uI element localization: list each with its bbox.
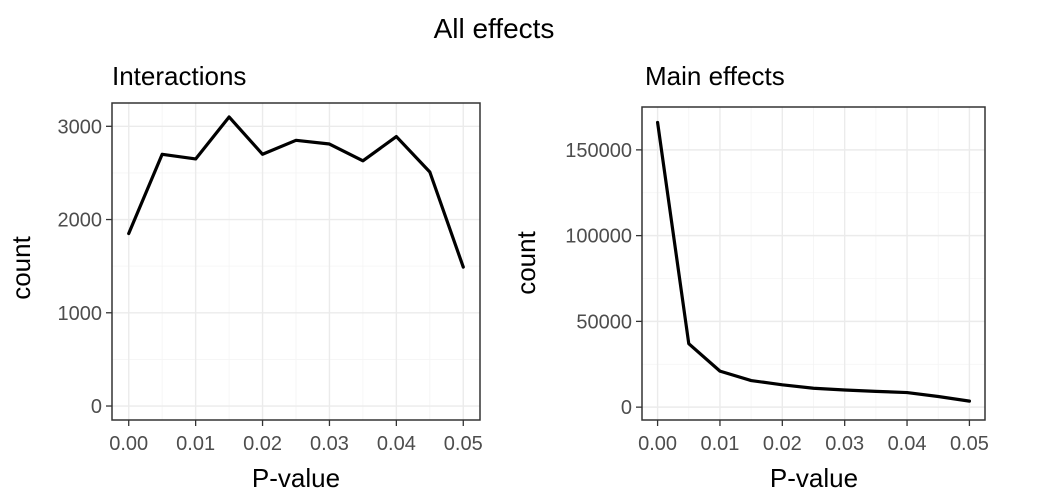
main-effects-x-tick-label: 0.02	[763, 433, 802, 455]
main-effects-y-tick-label: 150000	[565, 140, 632, 162]
main-effects-grid	[642, 107, 985, 420]
figure-title: All effects	[434, 13, 555, 44]
main-effects-panel: Main effects count P-value 0.00 0.01 0.02 0…	[511, 61, 989, 493]
main-effects-x-tick-label: 0.01	[700, 433, 739, 455]
main-effects-panel-title: Main effects	[645, 61, 785, 91]
interactions-x-tick-label: 0.02	[243, 433, 282, 455]
main-effects-panel-border	[641, 106, 986, 421]
interactions-y-tick-label: 3000	[58, 116, 103, 138]
interactions-panel-border	[111, 102, 481, 421]
main-effects-series-line	[655, 120, 972, 403]
main-effects-y-tick-label: 100000	[565, 226, 632, 248]
main-effects-x-tick-label: 0.00	[638, 433, 677, 455]
interactions-y-tick-label: 2000	[58, 210, 103, 232]
main-effects-x-tick-label: 0.05	[950, 433, 989, 455]
interactions-x-tick-label: 0.05	[444, 433, 483, 455]
main-effects-y-axis-title: count	[511, 230, 541, 294]
main-effects-y-tick-label: 0	[621, 397, 632, 419]
main-effects-x-tick-label: 0.04	[888, 433, 927, 455]
interactions-x-tick-label: 0.04	[377, 433, 416, 455]
interactions-y-tick-label: 0	[91, 396, 102, 418]
interactions-y-tick-label: 1000	[58, 303, 103, 325]
main-effects-y-tick-label: 50000	[576, 311, 632, 333]
main-effects-x-tick-label: 0.03	[825, 433, 864, 455]
interactions-x-tick-label: 0.03	[310, 433, 349, 455]
main-effects-x-axis-title: P-value	[770, 463, 858, 493]
interactions-x-tick-label: 0.01	[176, 433, 215, 455]
interactions-series-line	[127, 115, 465, 269]
interactions-panel-title: Interactions	[112, 61, 246, 91]
interactions-y-axis-title: count	[6, 235, 36, 299]
interactions-x-axis-title: P-value	[252, 463, 340, 493]
interactions-x-tick-label: 0.00	[109, 433, 148, 455]
interactions-panel: Interactions count P-value 0.00 0.01 0.02 0…	[6, 61, 483, 493]
interactions-grid	[112, 103, 480, 420]
